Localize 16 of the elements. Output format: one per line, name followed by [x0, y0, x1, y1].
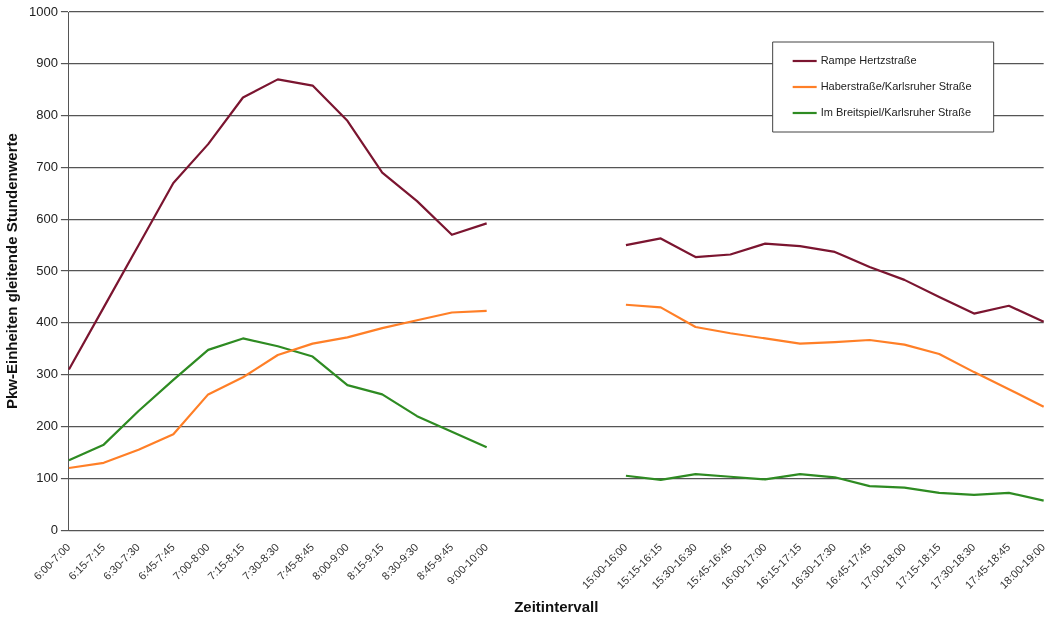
y-tick-label: 500	[36, 262, 58, 278]
legend-label: Im Breitspiel/Karlsruher Straße	[820, 106, 972, 119]
y-tick-label: 1000	[29, 3, 58, 19]
y-tick-label: 100	[36, 469, 58, 485]
y-tick-label: 400	[36, 314, 58, 330]
y-tick-label: 800	[36, 107, 58, 123]
y-axis-title: Pkw-Einheiten gleitende Stundenwerte	[3, 133, 21, 410]
y-tick-label: 600	[36, 210, 58, 226]
x-axis-title: Zeitintervall	[514, 598, 599, 616]
y-tick-label: 200	[36, 418, 58, 434]
y-tick-label: 300	[36, 366, 58, 382]
y-tick-label: 0	[50, 521, 58, 537]
y-tick-label: 700	[36, 159, 58, 175]
legend-label: Rampe Hertzstraße	[820, 54, 917, 67]
y-tick-label: 900	[36, 55, 58, 71]
legend-label: Haberstraße/Karlsruher Straße	[820, 80, 972, 93]
